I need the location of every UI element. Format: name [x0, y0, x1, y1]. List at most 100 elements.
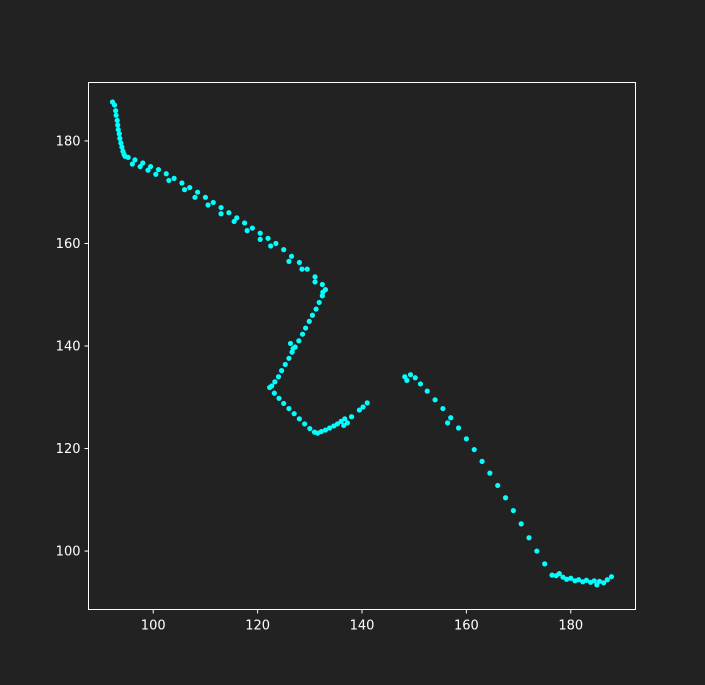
data-point [281, 400, 287, 407]
data-point [119, 144, 125, 150]
data-point [312, 279, 318, 285]
data-point [448, 415, 454, 421]
data-point [445, 420, 451, 426]
data-point [179, 180, 185, 186]
data-point [287, 340, 294, 347]
data-point [267, 384, 273, 391]
data-point [114, 117, 120, 124]
data-point [601, 580, 607, 586]
data-point [549, 572, 555, 578]
data-point [348, 414, 355, 420]
data-point [526, 535, 532, 541]
x-axis: 100 120 140 160 180 [141, 609, 583, 634]
data-point [296, 259, 302, 266]
data-point [596, 578, 603, 584]
x-tick-label: 120 [245, 619, 270, 634]
data-point [181, 187, 188, 193]
data-point [356, 407, 362, 413]
data-point [113, 108, 119, 114]
data-point [542, 561, 548, 567]
data-point [113, 112, 119, 118]
data-point [407, 372, 414, 378]
data-points [109, 99, 615, 588]
data-point [312, 274, 318, 280]
data-point [304, 266, 310, 272]
data-point [112, 102, 118, 108]
data-point [608, 574, 615, 580]
data-point [145, 167, 151, 173]
data-point [303, 325, 309, 331]
data-point [309, 312, 316, 318]
data-point [163, 171, 169, 177]
data-point [153, 171, 159, 177]
data-point [279, 368, 285, 374]
data-point [140, 160, 146, 166]
x-tick-label: 100 [141, 619, 166, 634]
data-point [479, 458, 485, 464]
data-point [364, 400, 370, 406]
data-point [166, 177, 172, 184]
data-point [518, 521, 524, 527]
data-point [296, 416, 302, 422]
data-point [424, 388, 430, 394]
data-point [495, 482, 501, 489]
data-point [290, 345, 296, 352]
data-point [502, 495, 509, 501]
data-point [594, 582, 600, 588]
data-point [338, 418, 344, 424]
data-point [137, 163, 143, 170]
y-tick-label: 160 [56, 237, 81, 252]
data-point [318, 429, 324, 435]
data-point [273, 240, 279, 247]
data-point [218, 211, 224, 217]
data-point [556, 571, 562, 577]
data-point [564, 576, 570, 582]
x-tick-label: 140 [350, 619, 375, 634]
data-point [115, 122, 121, 128]
data-point [487, 470, 493, 476]
data-point [299, 266, 305, 272]
data-point [115, 127, 121, 133]
data-point [440, 405, 446, 412]
data-point [271, 390, 277, 396]
y-tick-label: 140 [56, 340, 81, 355]
x-tick-label: 160 [454, 619, 479, 634]
data-point [226, 210, 232, 216]
data-point [296, 338, 302, 344]
data-point [301, 421, 308, 427]
data-point [276, 395, 282, 401]
data-point [187, 184, 193, 191]
data-point [404, 377, 410, 383]
data-point [288, 253, 295, 259]
data-point [241, 220, 248, 226]
y-axis: 100 120 140 160 180 [56, 134, 89, 560]
data-point [257, 236, 263, 242]
data-point [334, 421, 341, 427]
data-point [205, 202, 211, 208]
data-point [344, 420, 350, 426]
data-point [510, 507, 516, 514]
data-point [307, 425, 313, 432]
data-point [316, 299, 322, 306]
data-point [116, 131, 122, 137]
y-tick-label: 120 [56, 442, 81, 457]
data-point [192, 194, 198, 200]
data-point [534, 548, 540, 554]
data-point [125, 154, 131, 160]
data-point [319, 281, 325, 288]
data-point [583, 577, 590, 583]
data-point [286, 258, 292, 265]
data-point [341, 422, 347, 429]
data-point [327, 425, 333, 431]
data-point [117, 135, 123, 141]
data-point [272, 379, 278, 385]
data-point [342, 416, 348, 422]
data-point [360, 404, 366, 410]
data-point [148, 163, 154, 170]
data-point [286, 405, 292, 412]
data-point [432, 397, 438, 403]
data-point [249, 225, 255, 231]
data-point [265, 235, 271, 241]
data-point [194, 189, 201, 195]
